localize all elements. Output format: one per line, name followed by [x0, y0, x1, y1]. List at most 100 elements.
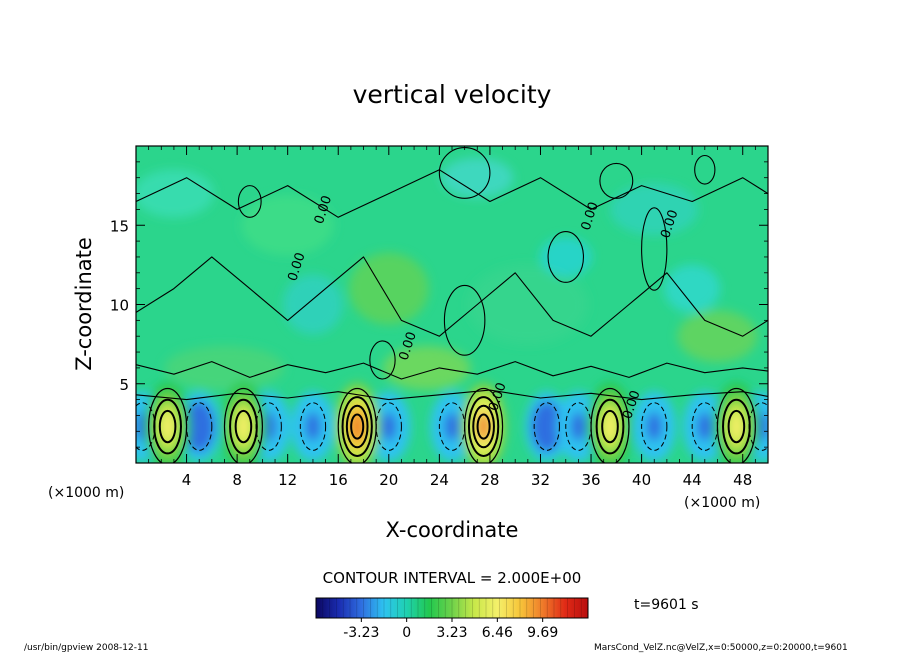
colorbar-tick-label: 9.69 [527, 625, 558, 641]
zero-contour [136, 169, 768, 218]
field-patch [441, 157, 514, 198]
zero-contour [136, 389, 768, 401]
x-tick-label: 4 [182, 471, 192, 489]
updraft-contour [350, 413, 365, 440]
colorbar-tick-label: 0 [402, 625, 411, 641]
x-tick-label: 20 [379, 471, 398, 489]
updraft-contour [223, 387, 263, 463]
x-tick-label: 36 [581, 471, 600, 489]
footer-right: MarsCond_VelZ.nc@VelZ,x=0:50000,z=0:2000… [594, 643, 848, 653]
colorbar-stripes [322, 598, 582, 618]
colorbar-tick-label: -3.23 [343, 625, 379, 641]
updraft-layer [604, 412, 616, 441]
updraft-contour [153, 398, 182, 455]
zero-contour [136, 361, 768, 380]
updraft-layer [161, 412, 174, 441]
downdraft-core [191, 412, 207, 441]
field-patch [136, 169, 214, 218]
closed-contour [641, 207, 668, 291]
updraft-layer [351, 412, 363, 441]
updraft-layer [477, 412, 490, 441]
downdraft-contour [533, 402, 560, 451]
downdraft-core [381, 412, 397, 441]
x-tick-label: 16 [329, 471, 348, 489]
downdraft-contour [186, 402, 213, 451]
updraft-contour [722, 398, 751, 455]
colorbar-tick-label: 6.46 [482, 625, 513, 641]
x-tick-label: 40 [632, 471, 651, 489]
x-axis-label: X-coordinate [386, 518, 519, 542]
updraft-contour [345, 404, 369, 449]
downdraft-contour [299, 402, 327, 451]
downdraft-core [646, 412, 662, 441]
field-shading [136, 157, 768, 463]
closed-contour [599, 162, 634, 199]
field-patch [241, 195, 334, 256]
updraft-contour [229, 398, 258, 455]
field-patch [539, 236, 592, 277]
y-tick-label: 15 [110, 217, 129, 235]
x-tick-label: 28 [480, 471, 499, 489]
field-patch [677, 310, 758, 363]
y-axis-label: Z-coordinate [72, 237, 96, 371]
updraft-contour [472, 404, 495, 449]
contour-lines [136, 147, 768, 463]
downdraft-core [570, 412, 586, 441]
field-patch [348, 252, 429, 325]
downdraft-contour [565, 402, 592, 451]
updraft-contour [595, 398, 625, 455]
field-patch [382, 345, 471, 390]
field-patch [664, 264, 721, 313]
colorbar: -3.23 0 3.23 6.46 9.69 [315, 597, 589, 641]
updraft-contour [476, 413, 491, 440]
updraft-contour [341, 396, 373, 457]
x-tick-label: 12 [278, 471, 297, 489]
y-axis: 5 10 15 [110, 161, 768, 448]
field-patch [610, 183, 699, 236]
downdraft-contour [691, 402, 718, 451]
closed-contour [237, 185, 262, 218]
downdraft-core [444, 412, 460, 441]
downdraft-core [539, 412, 555, 441]
downdraft-contour [255, 402, 282, 451]
closed-contour [694, 154, 716, 185]
x-tick-label: 24 [430, 471, 449, 489]
downdraft-contour [375, 402, 402, 451]
downdraft-contour [136, 402, 156, 451]
downdraft-contour [641, 402, 668, 451]
downdraft-contour [438, 402, 466, 451]
field-patch [164, 345, 285, 390]
closed-contour [369, 340, 396, 380]
footer-left: /usr/bin/gpview 2008-12-11 [24, 643, 148, 653]
downdraft-contour [748, 402, 768, 451]
x-tick-label: 44 [683, 471, 702, 489]
contour-interval-label: CONTOUR INTERVAL = 2.000E+00 [323, 569, 582, 587]
x-unit-left: (×1000 m) [48, 485, 124, 501]
updraft-layer [237, 412, 250, 441]
closed-contour [547, 231, 585, 283]
x-axis: 4 8 12 16 20 24 28 32 36 40 44 48 [148, 146, 756, 489]
field-patch [282, 274, 343, 335]
chart-title: vertical velocity [353, 80, 552, 109]
time-label: t=9601 s [634, 597, 699, 613]
plot-area: 0.000.000.000.000.000.000.00 [136, 146, 768, 463]
downdraft-core [305, 412, 321, 441]
updraft-layer [730, 412, 743, 441]
colorbar-ticks: -3.23 0 3.23 6.46 9.69 [343, 618, 558, 641]
updraft-contour [467, 396, 500, 457]
x-tick-label: 32 [531, 471, 550, 489]
x-tick-label: 8 [232, 471, 242, 489]
updraft-contour [158, 409, 177, 444]
x-tick-label: 48 [733, 471, 752, 489]
updraft-contour [601, 409, 619, 444]
x-unit-right: (×1000 m) [684, 495, 760, 511]
colorbar-tick-label: 3.23 [436, 625, 467, 641]
downdraft-core [697, 412, 713, 441]
updraft-contour [234, 409, 253, 444]
field-patch [467, 264, 588, 345]
y-tick-label: 5 [119, 376, 129, 394]
updraft-contour [727, 409, 746, 444]
closed-contour [443, 284, 486, 356]
y-tick-label: 10 [110, 297, 129, 315]
